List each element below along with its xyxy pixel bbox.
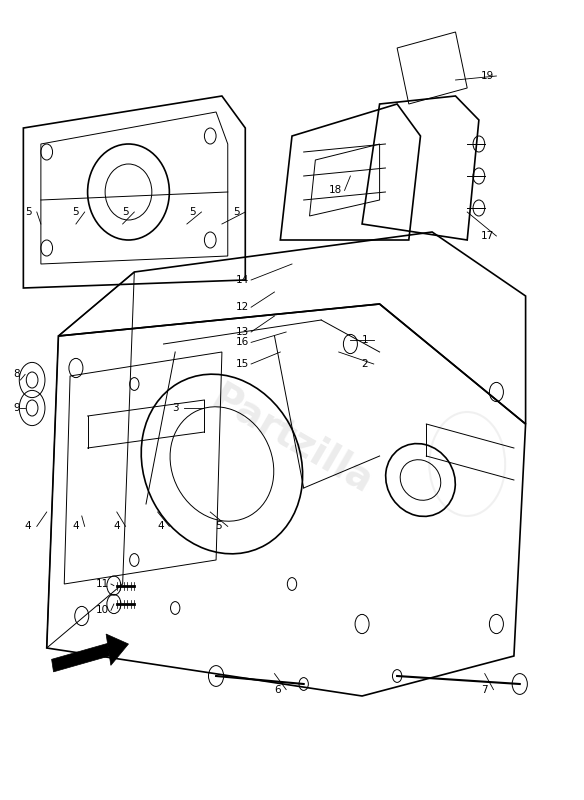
Text: 5: 5: [122, 207, 129, 217]
Text: 15: 15: [236, 359, 249, 369]
Text: 5: 5: [233, 207, 240, 217]
Text: 13: 13: [236, 327, 249, 337]
Text: 8: 8: [13, 370, 20, 379]
Polygon shape: [106, 634, 128, 666]
Text: 4: 4: [25, 522, 32, 531]
Text: 14: 14: [236, 275, 249, 285]
Text: 5: 5: [72, 207, 79, 217]
Text: 1: 1: [361, 335, 369, 345]
Text: 7: 7: [481, 685, 488, 694]
Text: 4: 4: [72, 522, 79, 531]
Text: 12: 12: [236, 302, 249, 312]
Polygon shape: [51, 643, 109, 672]
Text: 5: 5: [25, 207, 32, 217]
Text: 10: 10: [96, 606, 109, 615]
Text: 6: 6: [274, 685, 281, 694]
Text: 11: 11: [96, 579, 109, 589]
Text: Partzilla: Partzilla: [204, 378, 380, 502]
Text: 16: 16: [236, 338, 249, 347]
Text: 4: 4: [157, 522, 164, 531]
Text: 18: 18: [329, 186, 342, 195]
Text: 17: 17: [481, 231, 494, 241]
Text: 19: 19: [481, 71, 494, 81]
Text: 5: 5: [215, 522, 223, 531]
Text: 5: 5: [189, 207, 196, 217]
Text: 4: 4: [113, 522, 120, 531]
Text: 9: 9: [13, 403, 20, 413]
Text: 2: 2: [361, 359, 369, 369]
Text: 3: 3: [172, 403, 179, 413]
